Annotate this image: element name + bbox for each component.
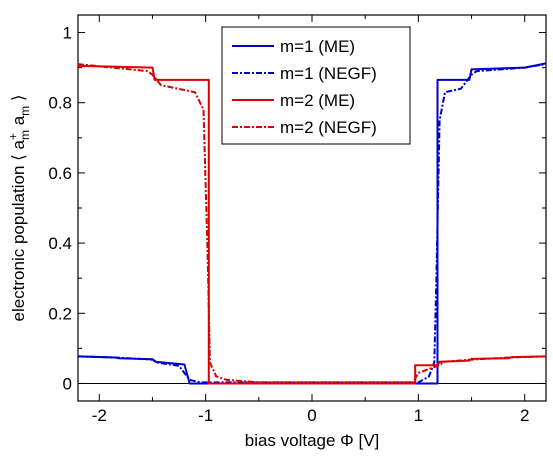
y-axis-title: electronic population ⟨ a+m am ⟩	[6, 94, 32, 321]
legend-label-1: m=1 (ME)	[280, 37, 355, 56]
legend-label-3: m=2 (ME)	[280, 91, 355, 110]
y-tick-label: 1	[63, 24, 72, 43]
x-tick-label: 1	[414, 406, 423, 425]
series-line-3	[77, 64, 547, 385]
y-tick-label: 0.2	[48, 304, 72, 323]
x-tick-label: 2	[520, 406, 529, 425]
series-line-4	[77, 63, 547, 384]
y-tick-label: 0.8	[48, 94, 72, 113]
legend-label-2: m=1 (NEGF)	[280, 64, 377, 83]
y-tick-label: 0.4	[48, 234, 72, 253]
x-axis-title: bias voltage Φ [V]	[245, 431, 380, 450]
y-tick-label: 0.6	[48, 164, 72, 183]
series-line-2	[77, 63, 547, 384]
legend-label-4: m=2 (NEGF)	[280, 118, 377, 137]
x-tick-label: -2	[92, 406, 107, 425]
legend: m=1 (ME) m=1 (NEGF) m=2 (ME) m=2 (NEGF)	[221, 26, 411, 145]
x-tick-label: 0	[307, 406, 316, 425]
x-tick-label: -1	[198, 406, 213, 425]
y-tick-label: 0	[63, 374, 72, 393]
